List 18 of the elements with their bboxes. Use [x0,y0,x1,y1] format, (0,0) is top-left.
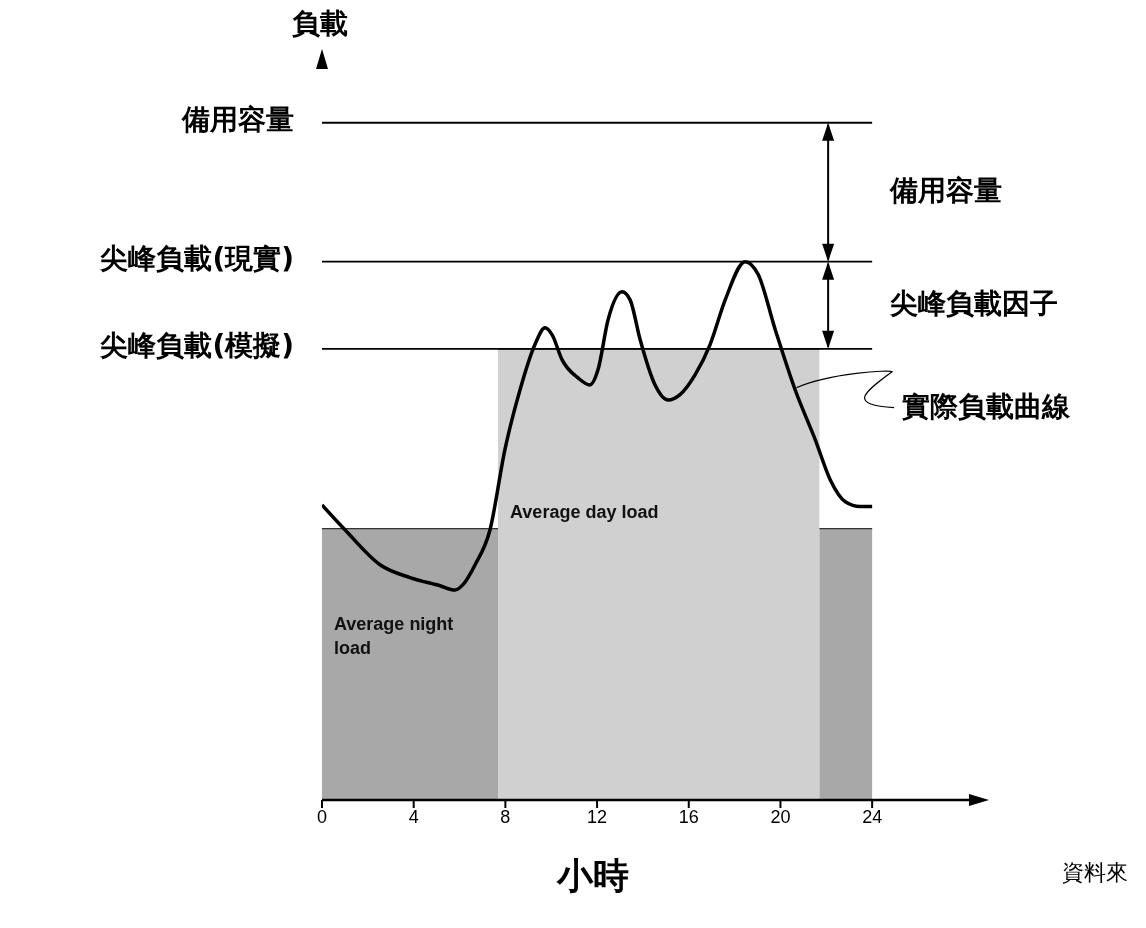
x-tick-label: 12 [587,806,608,827]
x-tick-label: 0 [316,806,328,827]
x-axis-title: 小時 [557,854,630,898]
ref-line-label: 備用容量 [182,101,294,138]
annotation: 尖峰負載因子 [890,286,1059,323]
legend-label: 實際負載曲線 [902,388,1071,425]
text: 備用容量 [890,173,1003,210]
x-tick-label: 4 [408,806,419,827]
x-tick-label: 20 [770,806,791,827]
series-label: Average night load [334,612,455,660]
text: 負載 [292,6,348,42]
text: 資料來 [1062,859,1128,887]
x-tick-label: 8 [500,806,511,827]
x-tick-label: 24 [862,806,883,827]
ref-line-label: 尖峰負載(模擬) [100,327,294,364]
x-tick-label: 16 [678,806,699,827]
ref-line-label: 尖峰負載(現實) [100,240,294,277]
series-label: Average day load [510,501,660,525]
